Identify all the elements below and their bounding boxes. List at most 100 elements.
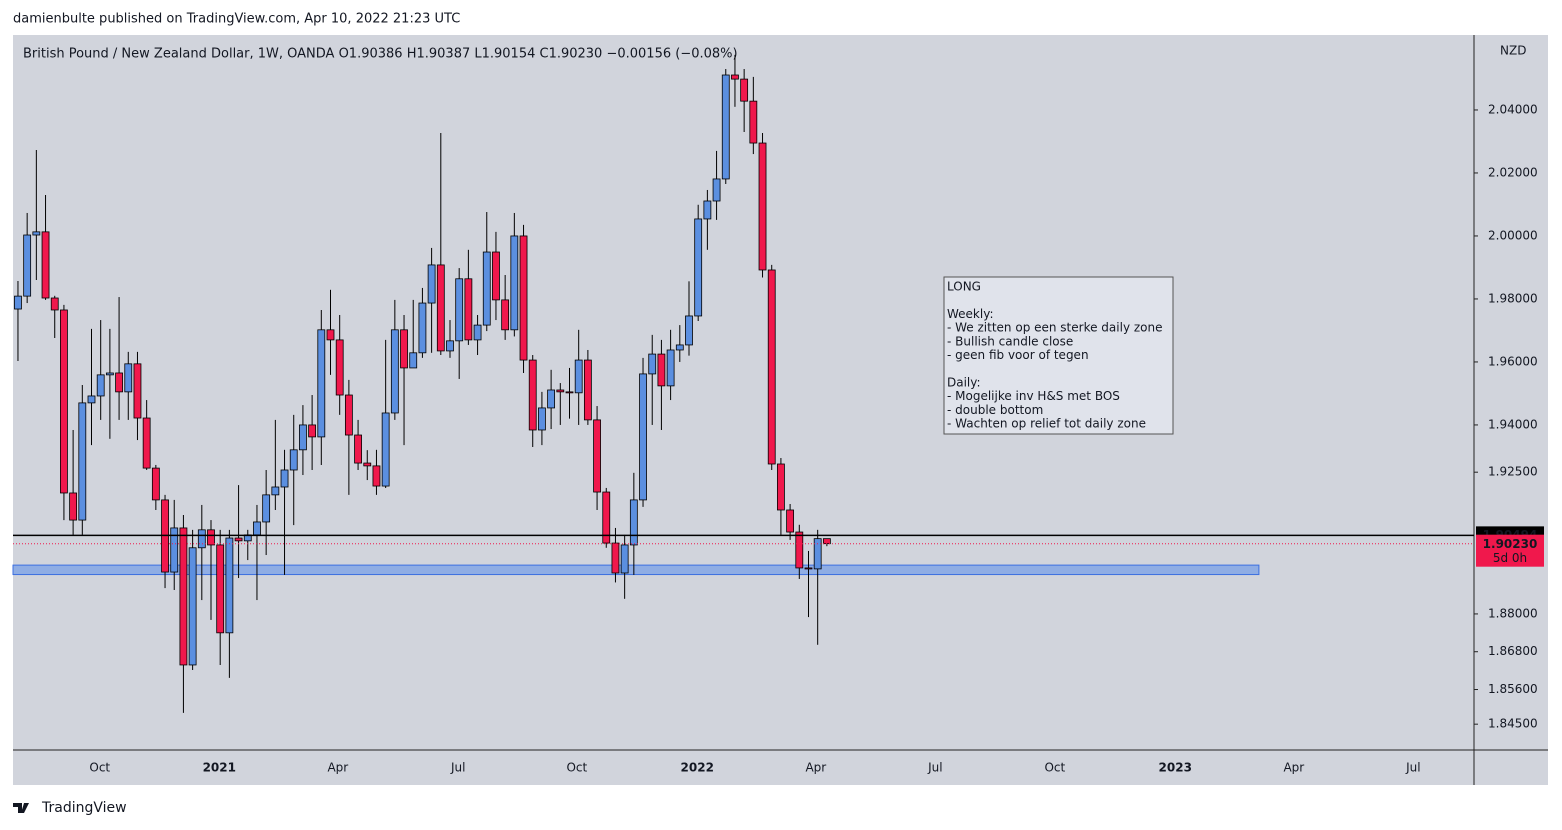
candle-body xyxy=(620,544,629,574)
candle-body xyxy=(41,231,50,299)
x-tick-label: Oct xyxy=(1044,761,1065,775)
candle-body xyxy=(14,295,22,310)
candle-body xyxy=(326,329,335,341)
candle-body xyxy=(142,417,151,469)
candle-body xyxy=(648,353,657,375)
candle-body xyxy=(381,412,390,487)
candle-body xyxy=(207,529,215,546)
candle-body xyxy=(105,372,114,376)
candle-body xyxy=(758,142,767,271)
candle-body xyxy=(574,359,583,394)
y-tick-label: 1.85600 xyxy=(1488,682,1538,696)
candle-body xyxy=(363,462,372,467)
candle-body xyxy=(629,499,638,546)
candle-body xyxy=(409,352,418,369)
y-tick-label: 1.84500 xyxy=(1488,717,1538,731)
annotation-line: - Mogelijke inv H&S met BOS xyxy=(947,389,1120,403)
candle-body xyxy=(253,521,261,536)
x-tick-label: Jul xyxy=(927,761,942,775)
footer: TradingView xyxy=(41,800,127,816)
candle-body xyxy=(418,302,427,354)
y-tick-label: 2.04000 xyxy=(1488,102,1538,116)
candle-body xyxy=(602,491,611,544)
candle-body xyxy=(280,469,289,488)
candle-body xyxy=(151,467,160,501)
y-tick-label: 1.86800 xyxy=(1488,644,1538,658)
support-zone xyxy=(12,564,1260,576)
candle-body xyxy=(721,74,730,180)
header: damienbulte published on TradingView.com… xyxy=(13,12,460,27)
y-tick-label: 1.96000 xyxy=(1488,354,1538,368)
candle-body xyxy=(78,402,87,521)
x-tick-label: Jul xyxy=(450,761,465,775)
candle-body xyxy=(50,297,59,311)
candle-body xyxy=(115,372,123,393)
x-tick-label: Jul xyxy=(1405,761,1420,775)
y-tick-label: 1.92500 xyxy=(1488,465,1538,479)
candle-body xyxy=(455,278,464,342)
candle-body xyxy=(289,449,298,471)
candle-body xyxy=(528,359,537,431)
candle-body xyxy=(813,538,822,570)
candle-body xyxy=(501,299,510,331)
candle-body xyxy=(565,391,574,394)
candle-body xyxy=(666,349,675,387)
annotation-line: - double bottom xyxy=(947,403,1043,417)
candle-body xyxy=(740,78,749,102)
candle-body xyxy=(611,542,620,574)
x-tick-label: 2023 xyxy=(1159,761,1192,775)
y-tick-label: 1.98000 xyxy=(1488,291,1538,305)
annotation-line: - Bullish candle close xyxy=(947,334,1073,348)
y-tick-label: 1.94000 xyxy=(1488,417,1538,431)
candle-body xyxy=(225,537,234,634)
candle-body xyxy=(87,395,96,404)
candle-body xyxy=(777,463,785,511)
candle-body xyxy=(133,363,142,419)
chart-title: British Pound / New Zealand Dollar, 1W, … xyxy=(23,47,738,62)
candle-body xyxy=(593,419,601,493)
y-tick-label: 2.00000 xyxy=(1488,228,1538,242)
candle-body xyxy=(786,509,795,533)
candle-body xyxy=(822,538,831,545)
candle-body xyxy=(804,567,813,570)
candle-body xyxy=(492,251,500,301)
y-tick-label: 2.02000 xyxy=(1488,165,1538,179)
candle-body xyxy=(170,527,179,573)
candle-body xyxy=(308,424,317,438)
candle-body xyxy=(32,231,41,236)
last-price-label: 1.90230 xyxy=(1483,537,1538,551)
x-tick-label: Apr xyxy=(1283,761,1304,775)
candle-body xyxy=(767,269,776,465)
candle-body xyxy=(344,394,353,436)
candle-body xyxy=(372,465,381,487)
candle-body xyxy=(335,339,344,396)
annotation-line: Daily: xyxy=(947,375,981,389)
candle-body xyxy=(795,531,804,569)
candle-body xyxy=(464,278,473,341)
annotation-line: LONG xyxy=(947,280,981,294)
candle-body xyxy=(179,527,188,666)
candle-body xyxy=(712,178,721,202)
footer-logo xyxy=(13,803,29,813)
candle-body xyxy=(427,264,436,304)
candle-body xyxy=(657,353,666,387)
candle-body xyxy=(69,492,78,521)
candle-body xyxy=(271,486,280,496)
candle-body xyxy=(583,359,592,421)
x-tick-label: 2022 xyxy=(681,761,714,775)
candle-body xyxy=(262,494,271,523)
candle-body xyxy=(675,344,684,351)
candle-body xyxy=(703,200,712,220)
annotation-box xyxy=(943,276,1174,435)
candle-body xyxy=(60,309,68,494)
candle-body xyxy=(694,218,703,317)
candle-body xyxy=(473,324,482,341)
x-tick-label: 2021 xyxy=(203,761,236,775)
candle-body xyxy=(538,407,546,431)
y-tick-label: 1.88000 xyxy=(1488,606,1538,620)
x-tick-label: Oct xyxy=(89,761,110,775)
candle-body xyxy=(299,424,307,451)
candle-body xyxy=(197,529,206,549)
annotation-line: - geen fib voor of tegen xyxy=(947,348,1089,362)
